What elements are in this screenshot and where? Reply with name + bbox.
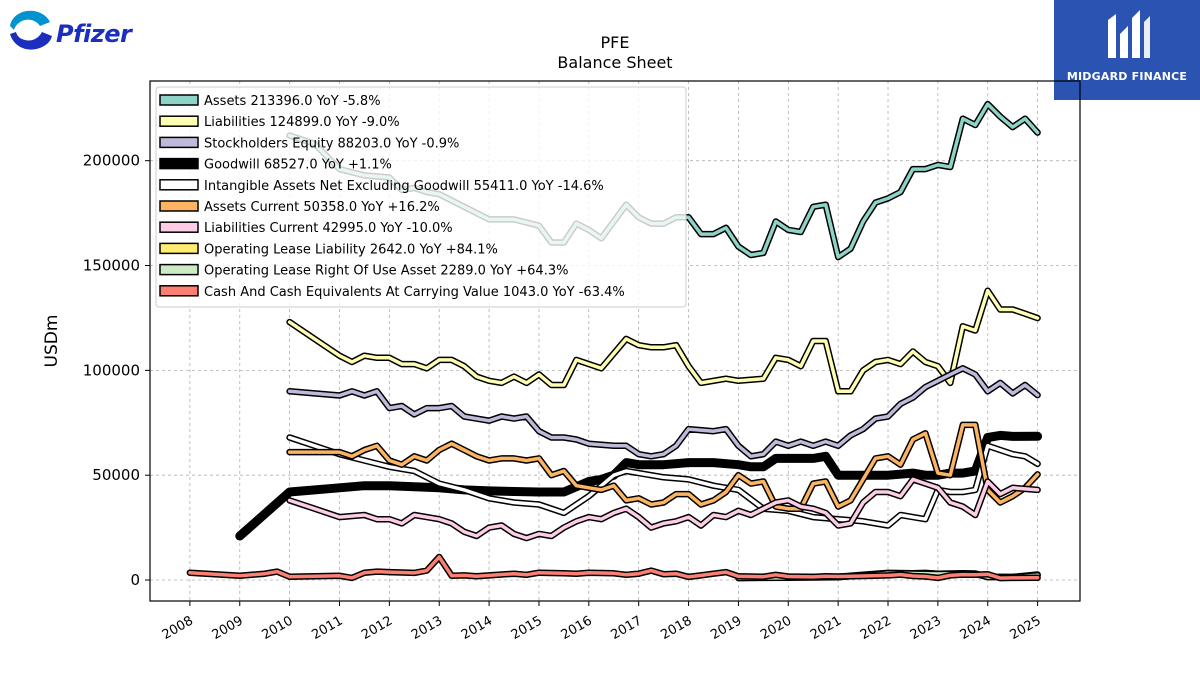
- x-tick-label: 2008: [160, 613, 196, 643]
- legend-swatch-5: [159, 200, 199, 212]
- midgard-logo-icon: [1108, 10, 1150, 58]
- y-tick-label: 150000: [83, 257, 140, 275]
- x-tick-label: 2015: [509, 613, 545, 643]
- legend-label-9: Cash And Cash Equivalents At Carrying Va…: [204, 285, 625, 300]
- x-tick-label: 2010: [259, 613, 295, 643]
- pfizer-logo: Pfizer: [4, 4, 136, 60]
- midgard-finance-label: MIDGARD FINANCE: [1066, 70, 1188, 83]
- x-tick-label: 2020: [758, 613, 794, 643]
- pfizer-logo-icon: [10, 10, 52, 50]
- legend-label-3: Goodwill 68527.0 YoY +1.1%: [204, 158, 392, 173]
- y-tick-label: 50000: [92, 466, 140, 484]
- legend-swatch-3: [159, 157, 199, 170]
- series-line-2: [287, 366, 1040, 459]
- legend-swatch-8: [159, 263, 199, 276]
- y-tick-label: 100000: [83, 361, 140, 379]
- x-tick-label: 2009: [210, 613, 246, 643]
- legend-box: [155, 86, 687, 308]
- y-axis-label: USDm: [42, 315, 62, 368]
- legend-label-0: Assets 213396.0 YoY -5.8%: [204, 94, 381, 109]
- x-tick-label: 2017: [609, 613, 645, 643]
- x-tick-label: 2018: [658, 613, 694, 643]
- legend-label-4: Intangible Assets Net Excluding Goodwill…: [204, 179, 604, 194]
- x-tick-label: 2022: [858, 613, 894, 643]
- x-tick-label: 2012: [359, 613, 395, 643]
- y-tick-label: 200000: [83, 152, 140, 170]
- x-tick-label: 2025: [1007, 613, 1043, 643]
- series-line-1: [287, 288, 1040, 394]
- series-line-4: [287, 435, 1040, 528]
- legend-swatch-7: [159, 242, 199, 255]
- pfizer-wordmark: Pfizer: [56, 20, 132, 48]
- x-tick-label: 2021: [808, 613, 844, 643]
- series-lines: [186, 100, 1043, 582]
- plot-frame: [149, 80, 1081, 602]
- chart-title: PFE: [601, 33, 630, 52]
- legend-swatch-6: [159, 221, 199, 233]
- legend-swatch-2: [159, 136, 199, 149]
- legend-label-7: Operating Lease Liability 2642.0 YoY +84…: [204, 242, 498, 257]
- y-tick-label: 0: [130, 571, 140, 589]
- x-tick-label: 2013: [409, 613, 445, 643]
- legend-label-8: Operating Lease Right Of Use Asset 2289.…: [204, 264, 568, 279]
- x-tick-label: 2023: [908, 613, 944, 643]
- legend-swatch-1: [159, 115, 199, 127]
- legend-swatch-9: [159, 285, 199, 297]
- midgard-finance-badge: MIDGARD FINANCE: [1054, 0, 1200, 100]
- legend-label-2: Stockholders Equity 88203.0 YoY -0.9%: [204, 136, 459, 151]
- series-line-6: [287, 477, 1040, 540]
- series-line-9: [188, 555, 1040, 580]
- x-tick-label: 2019: [708, 613, 744, 643]
- series-line-5: [287, 423, 1040, 511]
- legend-label-1: Liabilities 124899.0 YoY -9.0%: [204, 115, 400, 130]
- chart-subtitle: Balance Sheet: [557, 53, 672, 72]
- legend-label-5: Assets Current 50358.0 YoY +16.2%: [204, 200, 440, 215]
- x-tick-label: 2024: [958, 613, 994, 643]
- legend-swatch-0: [159, 94, 199, 106]
- x-tick-label: 2014: [459, 613, 495, 643]
- legend-swatch-4: [159, 179, 199, 191]
- x-tick-label: 2016: [559, 613, 595, 643]
- legend-label-6: Liabilities Current 42995.0 YoY -10.0%: [204, 221, 453, 236]
- legend: Assets 213396.0 YoY -5.8% Liabilities 124…: [155, 86, 687, 308]
- x-tick-label: 2011: [309, 613, 345, 643]
